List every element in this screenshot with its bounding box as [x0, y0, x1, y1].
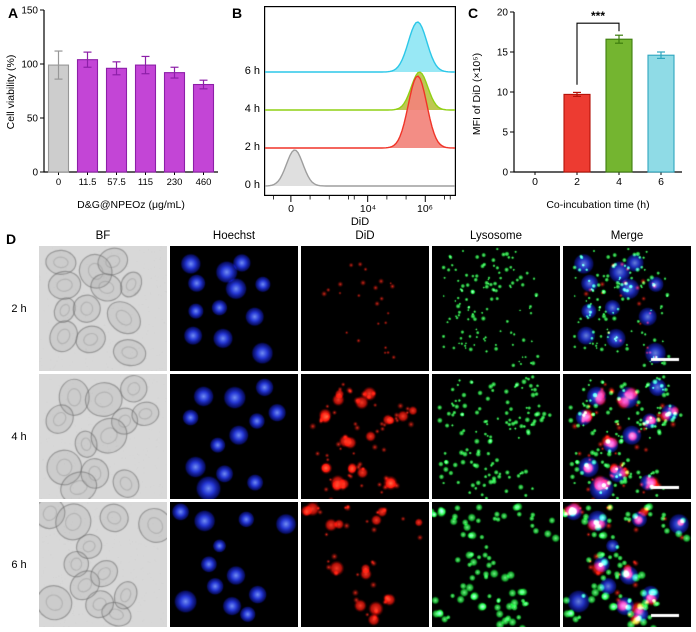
b-series-label-6h: 6 h	[244, 65, 260, 77]
svg-text:50: 50	[27, 114, 39, 125]
micrograph-2h-hoechst	[170, 246, 298, 371]
a-y-axis-title: Cell viability (%)	[5, 55, 17, 130]
panel-d-label: D	[6, 231, 17, 247]
svg-text:2: 2	[574, 176, 580, 188]
svg-text:150: 150	[21, 6, 38, 17]
mfi-bar-chart: MFI of DiD (×10⁵) Co-incubation time (h)…	[471, 8, 682, 211]
column-header-merge: Merge	[610, 230, 644, 242]
column-header-bf: BF	[95, 230, 111, 242]
flow-histogram-plot	[264, 6, 457, 202]
b-series-label-0h: 0 h	[244, 179, 260, 191]
flow-cytometry-panel: 6 h 4 h 2 h 0 h 0 10⁴ 10⁶ DiD	[238, 2, 470, 230]
panel-a-label: A	[8, 5, 19, 21]
svg-text:115: 115	[138, 177, 153, 188]
svg-text:0: 0	[56, 177, 61, 188]
micrograph-4h-did	[301, 374, 429, 499]
svg-text:0: 0	[532, 176, 538, 188]
column-header-hoechst: Hoechst	[212, 230, 256, 242]
micrograph-2h-bf	[39, 246, 167, 371]
row-label-2h: 2 h	[11, 302, 27, 315]
micrograph-6h-lysosome	[432, 502, 560, 627]
micrograph-4h-bf	[39, 374, 167, 499]
micrograph-6h-hoechst	[170, 502, 298, 627]
b-series-label-2h: 2 h	[244, 141, 260, 153]
svg-text:100: 100	[21, 60, 38, 71]
svg-text:57.5: 57.5	[107, 177, 126, 188]
svg-text:0: 0	[502, 168, 508, 179]
svg-text:10: 10	[497, 88, 509, 99]
micrograph-6h-did	[301, 502, 429, 627]
b-x-tick-1e6: 10⁶	[416, 203, 433, 215]
micrograph-6h-merge	[563, 502, 691, 627]
row-label-4h: 4 h	[11, 430, 27, 443]
grid-corner	[2, 230, 36, 243]
micrograph-4h-merge	[563, 374, 691, 499]
micrograph-2h-lysosome	[432, 246, 560, 371]
svg-text:0: 0	[32, 168, 38, 179]
micrograph-2h-merge	[563, 246, 691, 371]
micrograph-6h-bf	[39, 502, 167, 627]
svg-text:6: 6	[658, 176, 664, 188]
svg-text:11.5: 11.5	[79, 177, 97, 188]
viability-bar-chart: Cell viability (%) D&G@NPEOz (μg/mL) 0 50…	[5, 6, 218, 211]
svg-text:230: 230	[167, 177, 183, 188]
a-x-axis-title: D&G@NPEOz (μg/mL)	[77, 199, 185, 211]
svg-text:5: 5	[502, 128, 508, 139]
row-label-6h: 6 h	[11, 558, 27, 571]
b-x-tick-1e4: 10⁴	[359, 203, 377, 215]
micrograph-2h-did	[301, 246, 429, 371]
c-x-axis-title: Co-incubation time (h)	[546, 199, 649, 211]
svg-text:4: 4	[616, 176, 622, 188]
svg-text:***: ***	[591, 9, 605, 23]
column-header-did: DiD	[355, 230, 375, 242]
column-header-lysosome: Lysosome	[470, 230, 522, 242]
svg-text:460: 460	[196, 177, 212, 188]
b-x-axis-title: DiD	[350, 216, 370, 228]
svg-text:20: 20	[497, 8, 509, 19]
microscopy-grid: BF Hoechst DiD Lysosome Merge 2 h 4 h 6 …	[2, 230, 691, 627]
panel-b-label: B	[232, 5, 243, 21]
micrograph-4h-hoechst	[170, 374, 298, 499]
b-series-label-4h: 4 h	[244, 103, 260, 115]
panel-c-label: C	[468, 5, 479, 21]
b-x-tick-0: 0	[288, 203, 294, 215]
svg-text:15: 15	[497, 48, 509, 59]
micrograph-4h-lysosome	[432, 374, 560, 499]
c-y-axis-title: MFI of DiD (×10⁵)	[471, 53, 483, 135]
